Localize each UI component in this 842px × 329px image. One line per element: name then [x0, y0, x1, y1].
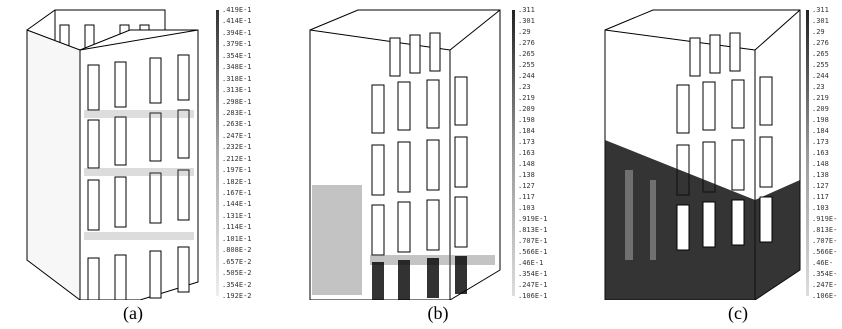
scale-tick-label: .813E- — [812, 226, 838, 234]
scale-tick-label: .419E-1 — [222, 6, 252, 14]
scale-tick-label: .114E-1 — [222, 223, 252, 232]
scale-tick-label: .247E-1 — [222, 131, 252, 140]
building-drawing-a — [26, 9, 199, 300]
scale-tick-label: .255 — [812, 61, 829, 69]
scale-tick-label: .197E-1 — [222, 166, 252, 175]
scale-tick-label: .255 — [518, 61, 535, 69]
caption-b: (b) — [427, 303, 449, 323]
scale-tick-label: .244 — [518, 72, 535, 80]
scale-tick-label: .265 — [812, 50, 829, 58]
scale-tick-label: .354E- — [812, 270, 838, 278]
scale-tick-label: .198 — [518, 116, 535, 124]
scale-tick-label: .184 — [518, 127, 535, 135]
scale-tick-label: .103 — [812, 204, 829, 212]
scale-tick-label: .184 — [812, 127, 829, 135]
scale-tick-label: .148 — [812, 160, 829, 168]
scale-tick-label: .354E-1 — [518, 270, 548, 278]
scale-tick-label: .348E-1 — [222, 63, 252, 72]
scale-tick-label: .244 — [812, 72, 829, 80]
scale-tick-label: .808E-2 — [222, 246, 252, 255]
caption-c: (c) — [728, 303, 748, 323]
scale-tick-label: .707E- — [812, 237, 838, 245]
scale-tick-label: .919E- — [812, 215, 838, 223]
scale-tick-label: .311 — [812, 6, 829, 14]
scale-tick-label: .182E-1 — [222, 177, 252, 186]
scale-tick-label: .301 — [518, 17, 535, 25]
scale-tick-label: .707E-1 — [518, 237, 548, 245]
color-scale-bar — [216, 10, 219, 296]
scale-tick-label: .148 — [518, 160, 535, 168]
scale-tick-label: .301 — [812, 17, 829, 25]
scale-tick-label: .276 — [812, 39, 829, 47]
scale-tick-label: .311 — [518, 6, 535, 14]
scale-tick-label: .103 — [518, 204, 535, 212]
scale-tick-label: .276 — [518, 39, 535, 47]
scale-tick-label: .657E-2 — [222, 257, 252, 266]
scale-tick-label: .163 — [812, 149, 829, 157]
scale-tick-label: .127 — [812, 182, 829, 190]
scale-tick-label: .101E-1 — [222, 234, 252, 243]
scale-tick-label: .919E-1 — [518, 215, 548, 223]
scale-tick-label: .212E-1 — [222, 154, 252, 163]
scale-tick-label: .23 — [812, 83, 825, 91]
color-scale-bar — [512, 10, 515, 296]
building-drawing-c — [604, 9, 801, 300]
scale-tick-label: .173 — [518, 138, 535, 146]
scale-tick-label: .138 — [518, 171, 535, 179]
scale-tick-label: .354E-1 — [222, 51, 252, 60]
scale-tick-label: .46E- — [812, 259, 834, 267]
scale-tick-label: .209 — [812, 105, 829, 113]
scale-tick-label: .313E-1 — [222, 86, 252, 95]
scale-tick-label: .209 — [518, 105, 535, 113]
scale-tick-label: .127 — [518, 182, 535, 190]
scale-tick-label: .192E-2 — [222, 292, 252, 300]
scale-tick-label: .138 — [812, 171, 829, 179]
scale-tick-label: .318E-1 — [222, 74, 252, 83]
scale-tick-label: .106E- — [812, 292, 838, 300]
scale-tick-label: .23 — [518, 83, 531, 91]
scale-tick-label: .283E-1 — [222, 108, 252, 117]
scale-tick-label: .394E-1 — [222, 28, 252, 37]
scale-tick-label: .29 — [812, 28, 825, 36]
scale-tick-label: .144E-1 — [222, 200, 252, 209]
color-scale-bar — [806, 10, 809, 296]
scale-tick-label: .167E-1 — [222, 189, 252, 198]
scale-tick-label: .219 — [518, 94, 535, 102]
scale-tick-label: .263E-1 — [222, 120, 252, 129]
scale-tick-label: .29 — [518, 28, 531, 36]
scale-tick-label: .247E-1 — [518, 281, 548, 289]
scale-tick-label: .106E-1 — [518, 292, 548, 300]
scale-tick-label: .131E-1 — [222, 211, 252, 220]
scale-tick-label: .117 — [812, 193, 829, 201]
scale-tick-label: .198 — [812, 116, 829, 124]
scale-tick-label: .219 — [812, 94, 829, 102]
caption-a: (a) — [123, 303, 143, 323]
scale-tick-label: .379E-1 — [222, 40, 252, 49]
scale-tick-label: .813E-1 — [518, 226, 548, 234]
scale-tick-label: .46E-1 — [518, 259, 544, 267]
scale-tick-label: .298E-1 — [222, 97, 252, 106]
scale-tick-label: .163 — [518, 149, 535, 157]
scale-tick-label: .566E- — [812, 248, 838, 256]
scale-tick-label: .232E-1 — [222, 143, 252, 152]
scale-tick-label: .247E- — [812, 281, 838, 289]
scale-tick-label: .265 — [518, 50, 535, 58]
scale-tick-label: .354E-2 — [222, 280, 252, 289]
scale-tick-label: .414E-1 — [222, 17, 252, 26]
scale-tick-label: .566E-1 — [518, 248, 548, 256]
scale-tick-label: .117 — [518, 193, 535, 201]
scale-tick-label: .173 — [812, 138, 829, 146]
scale-tick-label: .505E-2 — [222, 269, 252, 278]
building-drawing-b — [309, 9, 501, 300]
